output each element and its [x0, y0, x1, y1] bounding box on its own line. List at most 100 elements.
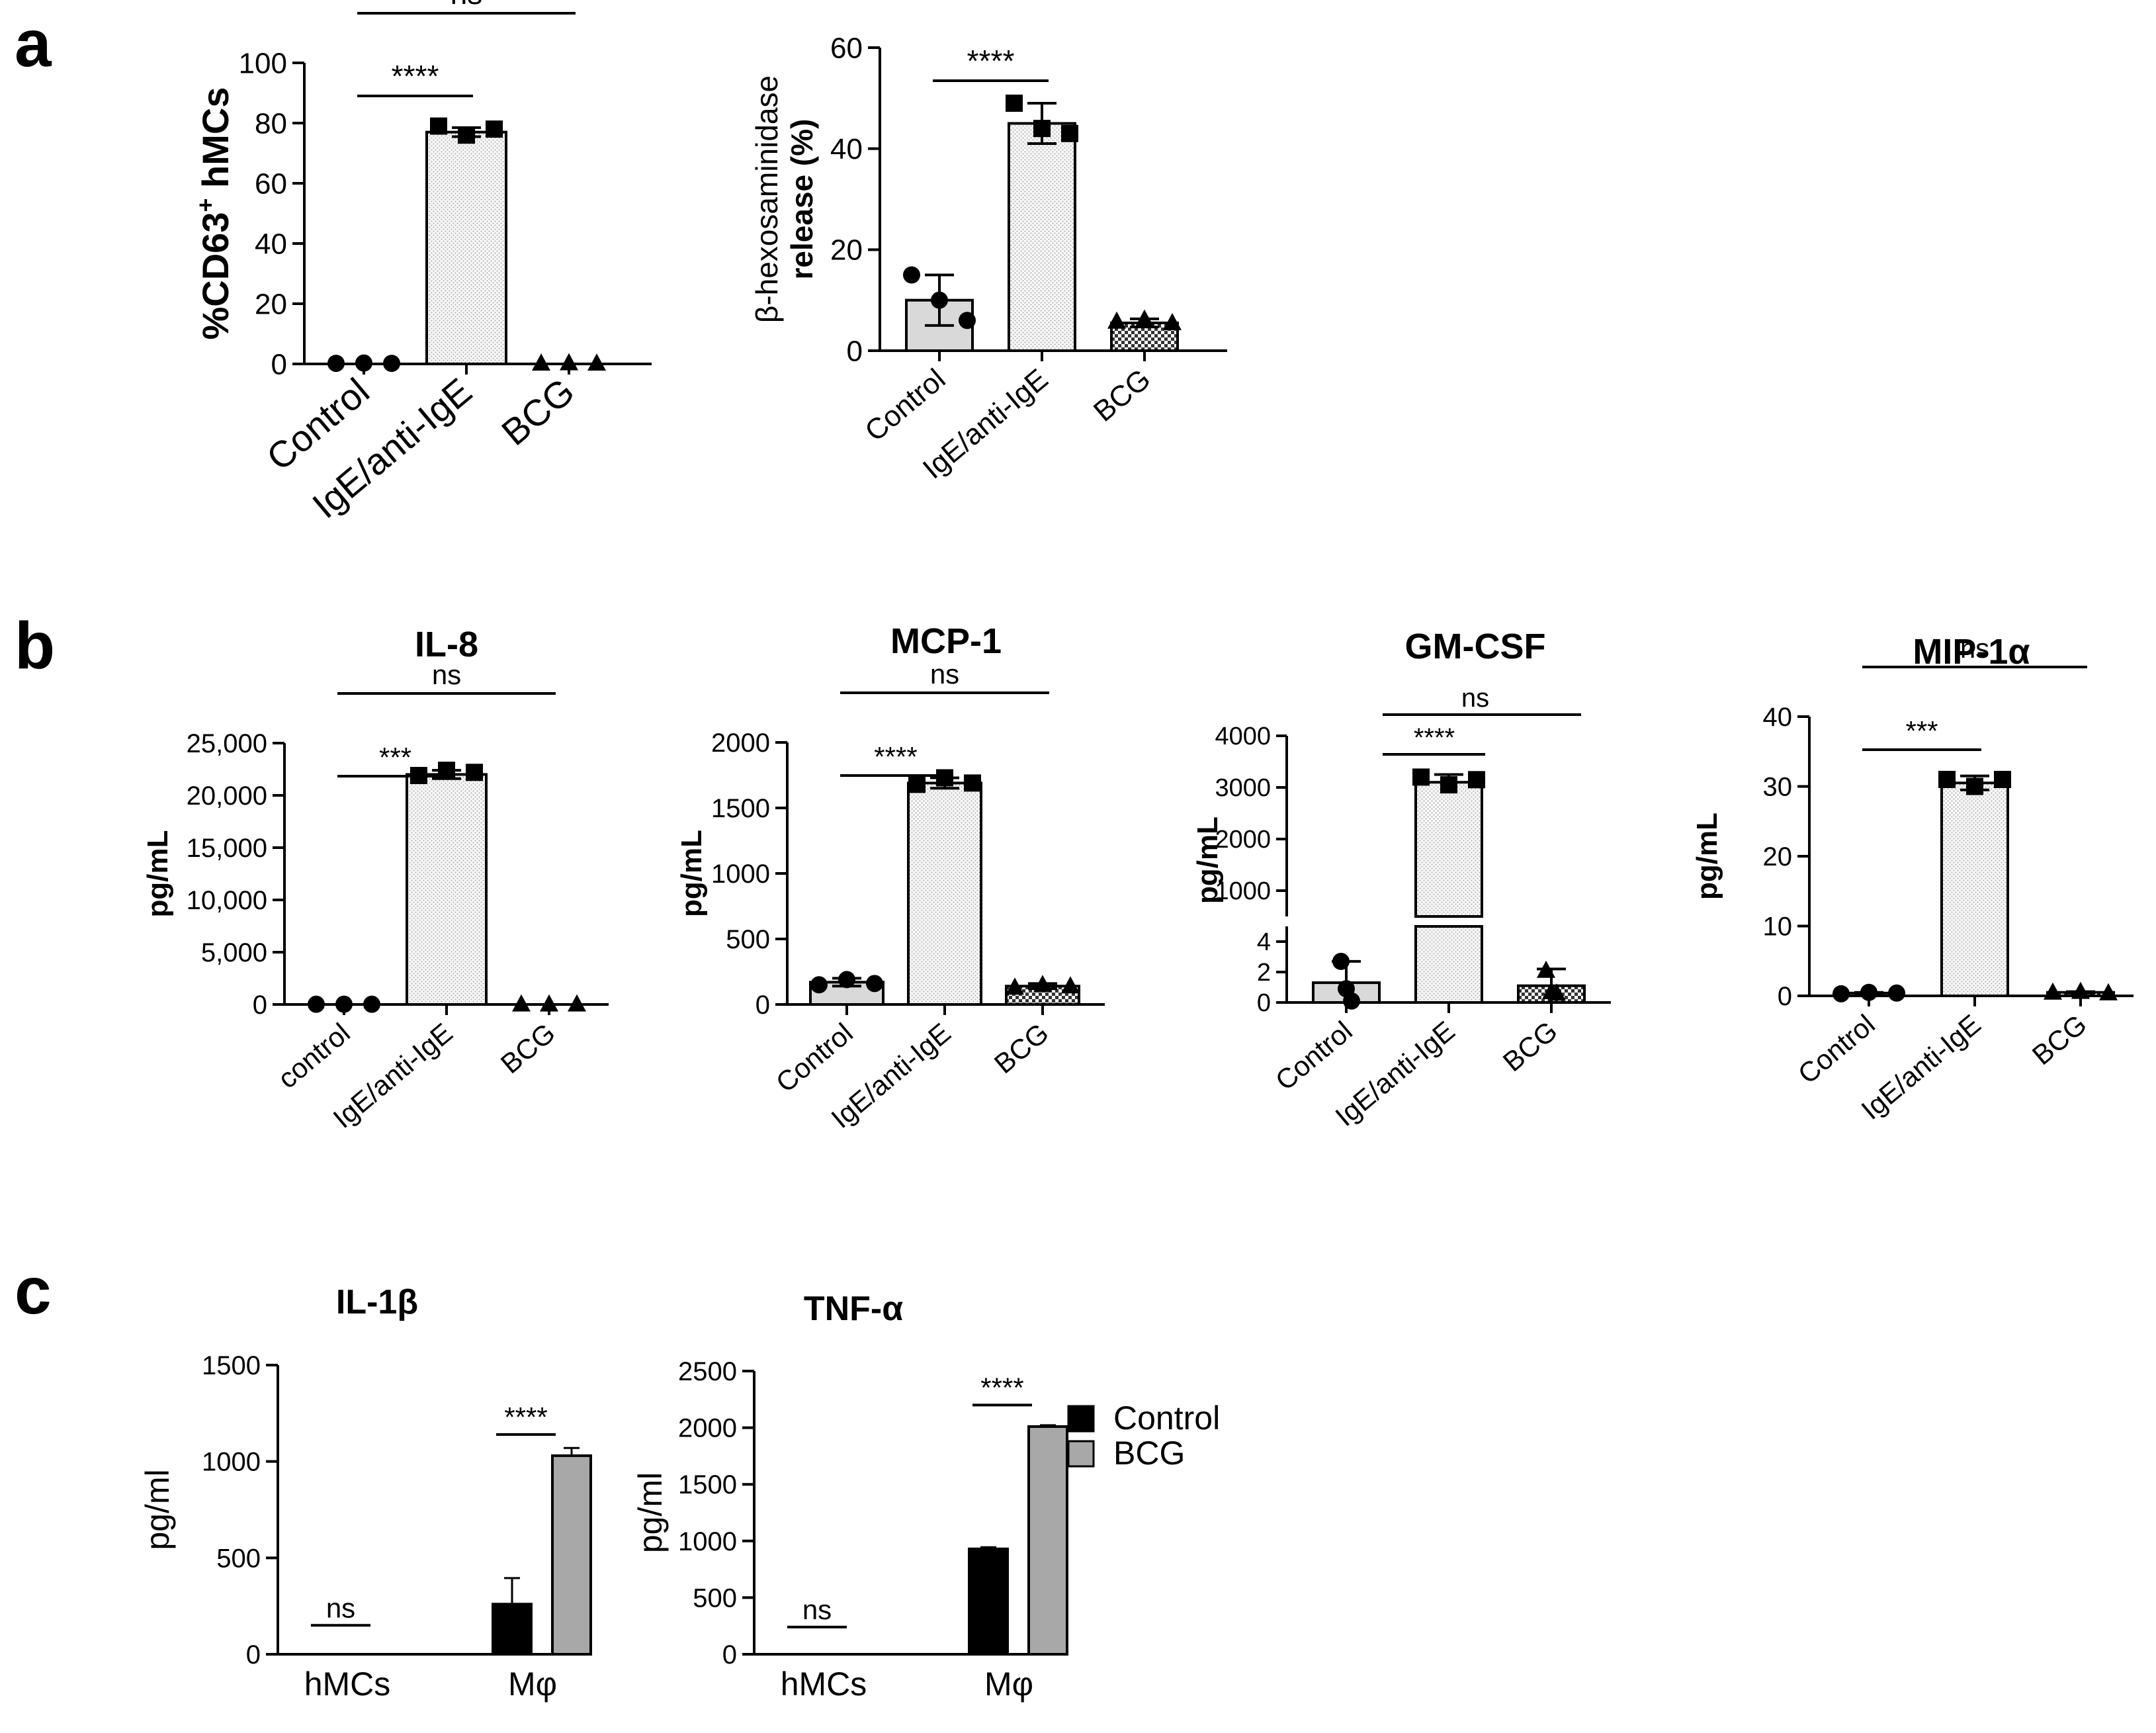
a2-y-tick-label: 0 — [847, 335, 863, 367]
a1-data-point — [486, 120, 503, 138]
b1-y-tick-label: 10,000 — [187, 886, 267, 915]
b3-bar-upper — [1414, 781, 1483, 918]
a2-significance-label: **** — [967, 44, 1015, 78]
a1-data-point — [327, 355, 345, 373]
a2-x-tick-label: Control — [859, 363, 951, 448]
b1-y-axis-label: pg/mL — [142, 830, 174, 918]
b2-y-tick-label: 500 — [726, 925, 770, 954]
b3-data-point — [1332, 952, 1350, 970]
b1-y-tick-label: 25,000 — [187, 729, 267, 758]
b3-significance-label: ns — [1461, 684, 1489, 713]
a1-significance-label: ns — [451, 0, 483, 11]
c2-title: TNF-α — [804, 1290, 903, 1328]
b4-bar — [1940, 781, 2009, 997]
b4-y-tick-label: 40 — [1763, 703, 1793, 732]
b4-y-tick-label: 10 — [1763, 912, 1793, 942]
c1-bar-bcg — [551, 1454, 592, 1656]
a2-y-tick-label: 20 — [830, 234, 863, 267]
c1-y-tick-label: 1500 — [202, 1351, 261, 1380]
c1-significance-label: ns — [326, 1592, 355, 1623]
b3-data-point — [1343, 992, 1360, 1010]
a1-y-tick-label: 0 — [271, 348, 287, 380]
b1-data-point — [568, 994, 586, 1012]
b2-x-tick-label: Control — [770, 1017, 859, 1098]
b4-x-tick-label: Control — [1792, 1008, 1881, 1090]
b3-y-axis-label: pg/mL — [1191, 817, 1224, 904]
a2-x-tick-label: BCG — [1088, 363, 1157, 428]
legend-label-control: Control — [1113, 1400, 1220, 1437]
b2-data-point — [908, 776, 926, 793]
b2-data-point — [936, 769, 953, 787]
b1-data-point — [308, 995, 325, 1013]
b3-bar-lower — [1414, 925, 1483, 1004]
b4-data-point — [1833, 985, 1850, 1002]
a1-y-axis-label: %CD63+ hMCs — [192, 87, 236, 340]
b1-data-point — [363, 995, 380, 1013]
b1-x-tick-label: control — [272, 1017, 356, 1094]
a1-significance-label: **** — [392, 59, 439, 93]
b1-data-point — [466, 764, 483, 781]
panel-label-b: b — [15, 609, 55, 683]
b2-significance-label: **** — [874, 741, 917, 772]
b1-significance-label: *** — [379, 742, 411, 773]
b4-significance-label: *** — [1905, 715, 1938, 746]
b3-data-point — [1440, 776, 1457, 794]
a2-y-tick-label: 40 — [830, 133, 863, 165]
b2-data-point — [964, 774, 981, 792]
b4-data-point — [2071, 981, 2090, 999]
c1-y-tick-label: 500 — [216, 1544, 261, 1573]
chart-a1-il-cd63: 020406080100ControlIgE/anti-IgEBCG****ns… — [192, 0, 652, 526]
a2-data-point — [1135, 309, 1154, 327]
c2-y-tick-label: 500 — [693, 1583, 737, 1613]
a2-y-axis-label-line1: β-hexosaminidase — [750, 75, 784, 323]
b4-data-point — [2044, 982, 2062, 1000]
c2-significance-label: ns — [802, 1594, 832, 1625]
a1-bar — [425, 130, 507, 365]
a1-y-tick-label: 80 — [255, 107, 287, 140]
legend-swatch-bcg — [1067, 1440, 1095, 1468]
c1-significance-label: **** — [504, 1401, 547, 1433]
b3-data-point — [1412, 768, 1430, 786]
b3-y-tick-label: 3000 — [1215, 774, 1271, 802]
chart-b1-il8: 05,00010,00015,00020,00025,000controlIgE… — [142, 625, 609, 1134]
b1-significance-label: ns — [432, 659, 461, 690]
c1-title: IL-1β — [336, 1283, 418, 1321]
a2-data-point — [1006, 94, 1023, 112]
b2-significance-label: ns — [930, 658, 959, 689]
c2-y-tick-label: 0 — [722, 1640, 737, 1669]
c1-y-tick-label: 1000 — [202, 1448, 261, 1477]
b1-y-tick-label: 15,000 — [187, 834, 267, 863]
c2-y-tick-label: 1000 — [678, 1527, 737, 1556]
b4-data-point — [1966, 778, 1983, 795]
b2-y-tick-label: 2000 — [711, 729, 770, 758]
b3-x-tick-label: BCG — [1497, 1015, 1563, 1078]
b1-data-point — [335, 995, 353, 1013]
legend-swatch-control — [1067, 1405, 1095, 1433]
b1-x-tick-label: BCG — [495, 1017, 561, 1080]
legend-label-bcg: BCG — [1113, 1435, 1185, 1472]
b4-data-point — [1860, 983, 1877, 1001]
a2-data-point — [903, 266, 920, 284]
b3-y-tick-label: 4000 — [1215, 723, 1271, 750]
c2-bar-control — [968, 1547, 1009, 1656]
b1-y-tick-label: 20,000 — [187, 781, 267, 811]
a1-data-point — [430, 117, 447, 135]
a1-data-point — [383, 355, 400, 373]
c1-x-tick-label: Mφ — [508, 1666, 557, 1703]
b2-y-tick-label: 0 — [755, 991, 770, 1020]
a1-data-point — [587, 353, 606, 371]
b1-bar — [406, 773, 488, 1006]
b3-y-tick-label: 2000 — [1215, 826, 1271, 854]
a2-data-point — [931, 291, 948, 309]
c2-y-tick-label: 2000 — [678, 1414, 737, 1443]
c2-bar-bcg — [1027, 1425, 1068, 1656]
b2-data-point — [1006, 977, 1024, 995]
b3-title: GM-CSF — [1405, 627, 1546, 666]
b4-data-point — [2099, 983, 2118, 1000]
c2-y-axis-label: pg/ml — [632, 1472, 669, 1553]
a2-data-point — [1107, 311, 1126, 329]
b2-data-point — [810, 976, 828, 994]
